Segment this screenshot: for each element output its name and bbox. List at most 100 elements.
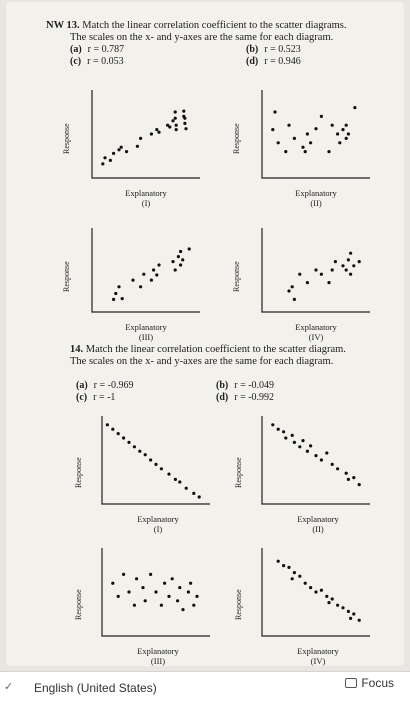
scatter-point xyxy=(149,572,153,576)
scatter-point xyxy=(152,268,156,272)
scatter-point xyxy=(349,251,353,255)
q14-IV-numeral: (IV) xyxy=(310,656,326,666)
textbook-page-photo: NW 13. Match the linear correlation coef… xyxy=(6,2,404,666)
scatter-point xyxy=(182,109,186,113)
scatter-point xyxy=(195,594,199,598)
scatter-point xyxy=(120,297,124,301)
scatter-point xyxy=(159,467,163,471)
q14-plot-III: Response Explanatory (III) xyxy=(74,542,216,666)
q13-option-d: (d) r = 0.946 xyxy=(246,56,301,67)
focus-label: Focus xyxy=(361,676,394,690)
scatter-point xyxy=(174,123,178,127)
q13-II-xlabel: Explanatory xyxy=(295,188,337,198)
scatter-point xyxy=(346,132,350,136)
scatter-point xyxy=(187,247,191,251)
scatter-point xyxy=(176,599,180,603)
scatter-point xyxy=(179,249,183,254)
scatter-point xyxy=(276,559,280,563)
scatter-point xyxy=(127,590,131,594)
q13-II-svg xyxy=(261,90,370,179)
q14-III-numeral: (III) xyxy=(150,656,166,666)
scatter-point xyxy=(325,451,329,455)
scatter-point xyxy=(284,150,288,154)
scatter-point xyxy=(171,119,175,123)
scatter-point xyxy=(287,123,291,127)
q13-III-numeral: (III) xyxy=(138,332,154,342)
scatter-point xyxy=(298,445,302,449)
scatter-point xyxy=(166,123,170,127)
q14-III-ylabel: Response xyxy=(74,589,83,620)
scatter-point xyxy=(325,594,329,598)
q14-III-svg xyxy=(101,548,210,637)
scatter-point xyxy=(132,603,136,607)
scatter-point xyxy=(346,477,350,481)
scatter-point xyxy=(122,436,126,440)
scatter-point xyxy=(327,281,331,285)
scatter-point xyxy=(271,423,275,427)
scatter-point xyxy=(183,121,187,125)
proofing-check-icon[interactable]: ✓ xyxy=(4,681,14,693)
scatter-point xyxy=(287,565,291,569)
scatter-point xyxy=(167,594,171,598)
q13-I-ylabel: Response xyxy=(62,123,71,154)
scatter-point xyxy=(154,462,158,466)
focus-button[interactable]: Focus xyxy=(345,676,394,690)
language-indicator[interactable]: English (United States) xyxy=(34,681,157,695)
q13-plot-IV: Response Explanatory (IV) xyxy=(232,222,376,342)
scatter-point xyxy=(349,616,353,620)
scatter-point xyxy=(186,590,190,594)
scatter-point xyxy=(301,145,305,149)
scatter-point xyxy=(105,423,109,427)
scatter-point xyxy=(108,158,112,162)
scatter-point xyxy=(184,486,188,490)
scatter-point xyxy=(301,439,305,443)
scatter-point xyxy=(287,289,291,293)
scatter-point xyxy=(135,577,139,581)
scatter-point xyxy=(116,432,120,436)
scatter-point xyxy=(174,128,178,132)
question-13-number: NW 13. xyxy=(46,20,80,31)
scatter-point xyxy=(173,116,177,120)
scatter-point xyxy=(157,263,161,267)
axis-lines xyxy=(101,416,210,505)
q13-III-ylabel: Response xyxy=(62,261,71,292)
q14-I-svg xyxy=(101,416,210,505)
axis-lines xyxy=(91,90,200,179)
scatter-point xyxy=(344,136,348,140)
scatter-point xyxy=(303,581,307,585)
scatter-point xyxy=(292,297,296,301)
scatter-point xyxy=(352,264,356,268)
scatter-point xyxy=(319,272,323,276)
scatter-point xyxy=(319,458,323,462)
scatter-point xyxy=(178,480,182,484)
q13-option-b: (b) r = 0.523 xyxy=(246,44,301,55)
scatter-point xyxy=(181,258,185,262)
q13-I-xlabel: Explanatory xyxy=(125,188,167,198)
q14-option-b: (b) r = -0.049 xyxy=(216,380,275,391)
scatter-point xyxy=(327,601,331,605)
scatter-point xyxy=(327,150,331,154)
scatter-point xyxy=(276,141,280,145)
scatter-point xyxy=(333,260,337,264)
q14-option-a: (a) r = -0.969 xyxy=(76,380,134,391)
question-14-number: 14. xyxy=(70,344,84,355)
scatter-point xyxy=(305,132,309,136)
scatter-point xyxy=(319,114,323,118)
scatter-point xyxy=(139,136,143,140)
scatter-point xyxy=(155,273,159,277)
scatter-point xyxy=(111,581,115,585)
scatter-point xyxy=(159,603,163,607)
q13-I-numeral: (I) xyxy=(141,198,151,208)
q13-III-svg xyxy=(91,228,200,313)
scatter-point xyxy=(173,268,177,272)
scatter-point xyxy=(103,156,107,160)
scatter-point xyxy=(143,453,147,457)
axis-lines xyxy=(91,228,200,313)
scatter-point xyxy=(273,110,277,114)
scatter-point xyxy=(336,603,340,607)
question-13-line1: NW 13. Match the linear correlation coef… xyxy=(46,20,347,32)
question-14-text: Match the linear correlation coefficient… xyxy=(85,344,346,355)
scatter-point xyxy=(336,132,340,136)
scatter-point xyxy=(336,467,340,471)
scatter-point xyxy=(116,594,120,598)
